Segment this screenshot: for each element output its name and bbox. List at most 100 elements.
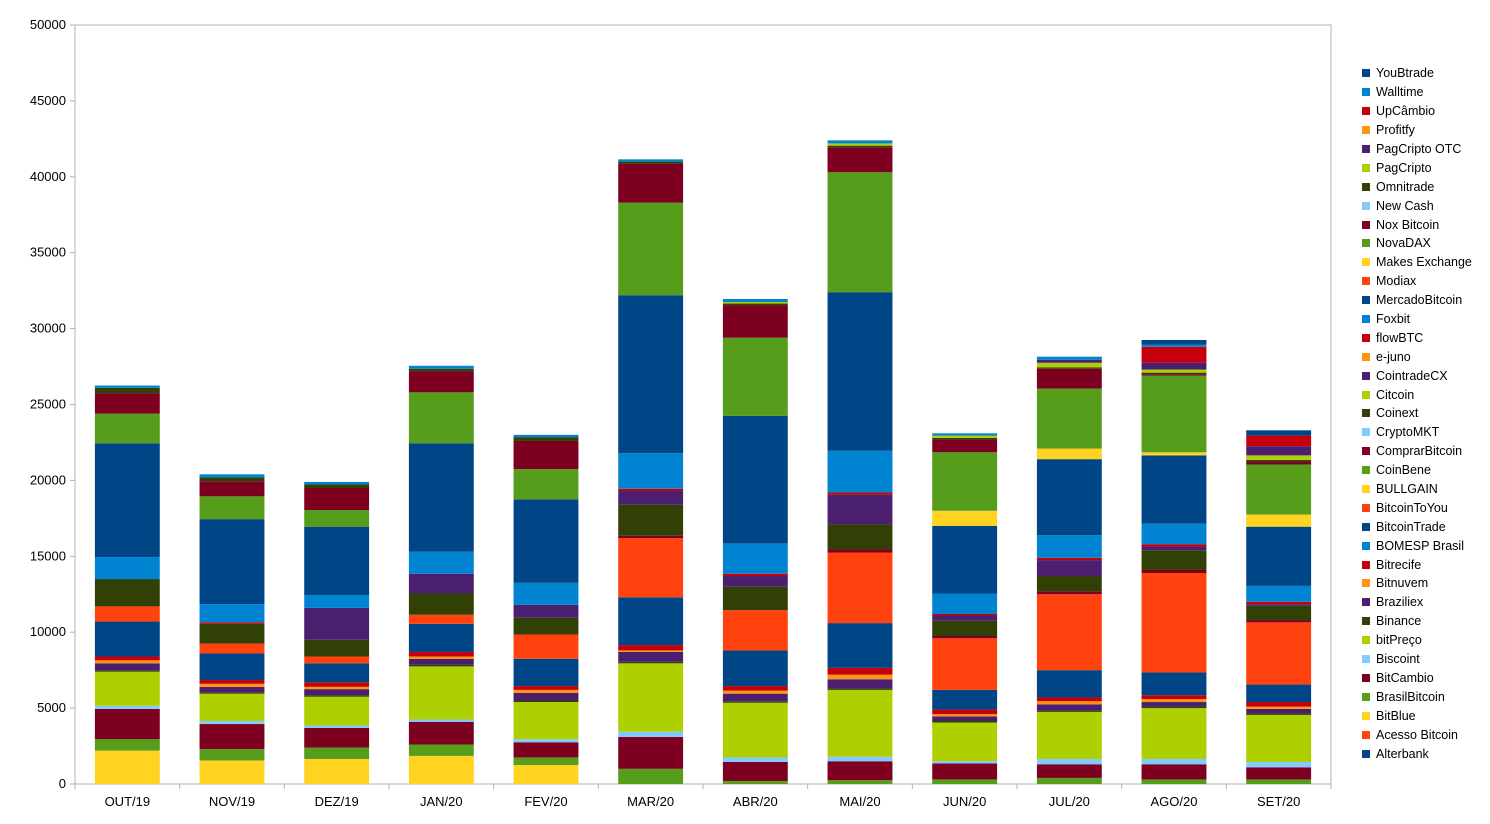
- bar-segment: [827, 667, 893, 675]
- bar-segment: [513, 582, 579, 605]
- bar-segment: [1246, 713, 1312, 715]
- legend-item: PagCripto: [1362, 158, 1488, 177]
- bar-segment: [827, 552, 893, 624]
- bar-segment: [1036, 359, 1102, 363]
- bar-segment: [618, 597, 684, 646]
- bar-segment: [1246, 761, 1312, 768]
- legend-item: Walltime: [1362, 83, 1488, 102]
- bar-segment: [513, 434, 579, 438]
- bar-segment: [304, 656, 370, 664]
- bar-segment: [722, 303, 788, 306]
- legend-item: ComprarBitcoin: [1362, 442, 1488, 461]
- bar-segment: [408, 666, 474, 720]
- legend-item: Makes Exchange: [1362, 253, 1488, 272]
- bar-segment: [1036, 367, 1102, 369]
- bar-segment: [1246, 620, 1312, 623]
- bar-segment: [932, 593, 998, 614]
- bar-segment: [618, 159, 684, 162]
- x-tick-label: JUL/20: [1049, 794, 1090, 809]
- bar-segment: [1141, 708, 1207, 759]
- bar-segment: [618, 731, 684, 737]
- bar-segment: [1141, 372, 1207, 375]
- bar-segment: [827, 143, 893, 146]
- legend-item: Alterbank: [1362, 744, 1488, 763]
- bar-segment: [1141, 779, 1207, 784]
- legend-swatch: [1362, 598, 1370, 607]
- bar-segment: [1141, 702, 1207, 707]
- legend-item: YouBtrade: [1362, 64, 1488, 83]
- bar-segment: [1141, 758, 1207, 765]
- legend-label: Coinext: [1376, 406, 1419, 421]
- legend-label: Foxbit: [1376, 312, 1411, 327]
- legend-swatch: [1362, 201, 1370, 210]
- legend-label: Profitfy: [1376, 123, 1415, 138]
- bar-segment: [199, 519, 265, 605]
- bar-segment: [1141, 346, 1207, 363]
- bar-segment: [722, 573, 788, 577]
- bar-segment: [408, 719, 474, 722]
- bar-segment: [199, 623, 265, 644]
- bar-segment: [722, 543, 788, 574]
- bar-segment: [199, 683, 265, 687]
- legend-swatch: [1362, 692, 1370, 701]
- bar-segment: [1036, 560, 1102, 577]
- legend-item: PagCripto OTC: [1362, 140, 1488, 159]
- legend-label: Nox Bitcoin: [1376, 217, 1440, 232]
- x-tick-label: ABR/20: [733, 794, 778, 809]
- bar-segment: [1246, 622, 1312, 685]
- bar-segment: [932, 763, 998, 780]
- bar-segment: [1141, 550, 1207, 570]
- bar-segment: [1036, 594, 1102, 671]
- bar-segment: [513, 634, 579, 659]
- bar-segment: [94, 621, 160, 657]
- bar-segment: [722, 299, 788, 303]
- bar-segment: [1141, 698, 1207, 703]
- bar-segment: [1141, 569, 1207, 573]
- bar-segment: [94, 705, 160, 709]
- legend-swatch: [1362, 352, 1370, 361]
- bar-segment: [1141, 706, 1207, 709]
- bar-segment: [932, 716, 998, 721]
- bar-segment: [1246, 702, 1312, 707]
- legend-item: Coinext: [1362, 404, 1488, 423]
- bar-segment: [199, 653, 265, 681]
- y-tick-label: 0: [59, 776, 66, 791]
- bar-segment: [513, 617, 579, 635]
- legend-item: Nox Bitcoin: [1362, 215, 1488, 234]
- bar-segment: [618, 453, 684, 489]
- bars-layer: [94, 140, 1312, 784]
- bar-segment: [408, 664, 474, 667]
- legend-label: BrasilBitcoin: [1376, 689, 1445, 704]
- bar-segment: [1246, 455, 1312, 460]
- legend-swatch: [1362, 258, 1370, 267]
- bar-segment: [932, 709, 998, 715]
- bar-segment: [618, 491, 684, 505]
- bar-segment: [304, 639, 370, 657]
- x-tick-label: SET/20: [1257, 794, 1300, 809]
- bar-segment: [1246, 604, 1312, 606]
- bar-segment: [932, 638, 998, 690]
- legend-item: Acesso Bitcoin: [1362, 725, 1488, 744]
- legend-swatch: [1362, 503, 1370, 512]
- legend-swatch: [1362, 182, 1370, 191]
- legend-swatch: [1362, 296, 1370, 305]
- bar-segment: [618, 661, 684, 664]
- bar-segment: [618, 768, 684, 784]
- legend-item: Omnitrade: [1362, 177, 1488, 196]
- legend-item: Foxbit: [1362, 310, 1488, 329]
- bar-segment: [94, 413, 160, 444]
- bar-segment: [932, 615, 998, 621]
- bar-segment: [304, 696, 370, 726]
- bar-segment: [932, 433, 998, 436]
- bar-segment: [1246, 714, 1312, 762]
- bar-segment: [1246, 601, 1312, 605]
- bar-segment: [827, 780, 893, 784]
- y-tick-label: 30000: [30, 321, 66, 336]
- bar-segment: [304, 689, 370, 696]
- bar-segment: [408, 651, 474, 657]
- legend-item: NovaDAX: [1362, 234, 1488, 253]
- bar-segment: [618, 163, 684, 203]
- bar-segment: [1036, 368, 1102, 389]
- legend-label: PagCripto OTC: [1376, 142, 1462, 156]
- bar-segment: [408, 755, 474, 784]
